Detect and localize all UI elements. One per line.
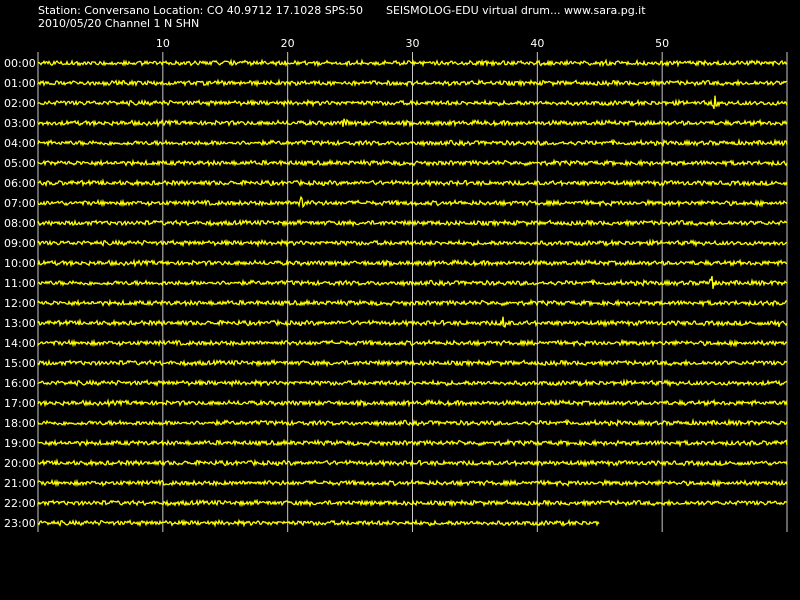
seismic-trace-line: [37, 378, 788, 388]
app-title: SEISMOLOG-EDU virtual drum... www.sara.p…: [386, 4, 646, 17]
hour-label: 22:00: [4, 497, 36, 510]
seismic-trace-line: [37, 417, 788, 428]
seismic-trace-line: [37, 338, 788, 348]
hour-label: 20:00: [4, 457, 36, 470]
seismic-trace-line: [37, 498, 788, 508]
minute-tick-label: 20: [281, 37, 295, 50]
minute-tick-label: 40: [530, 37, 544, 50]
seismic-trace-line: [37, 258, 788, 268]
hour-label: 03:00: [4, 117, 36, 130]
seismic-traces: [37, 58, 788, 528]
hour-label: 01:00: [4, 77, 36, 90]
seismic-trace-line: [37, 518, 600, 528]
date-channel-info: 2010/05/20 Channel 1 N SHN: [38, 17, 200, 30]
hour-label: 13:00: [4, 317, 36, 330]
hour-label: 04:00: [4, 137, 36, 150]
hour-label: 18:00: [4, 417, 36, 430]
minute-tick-label: 10: [156, 37, 170, 50]
hour-label: 12:00: [4, 297, 36, 310]
seismic-trace-line: [37, 95, 788, 110]
seismic-trace-line: [37, 438, 788, 448]
seismic-trace-line: [37, 178, 788, 188]
hour-label: 17:00: [4, 397, 36, 410]
seismic-trace-line: [37, 478, 788, 488]
hour-label: 05:00: [4, 157, 36, 170]
minute-tick-label: 30: [406, 37, 420, 50]
seismic-trace-line: [37, 275, 788, 289]
hour-label: 16:00: [4, 377, 36, 390]
hour-label: 14:00: [4, 337, 36, 350]
minute-tick-labels: 10 20 30 40 50: [156, 37, 669, 50]
hour-label: 23:00: [4, 517, 36, 530]
hour-label: 19:00: [4, 437, 36, 450]
seismic-trace-line: [37, 398, 788, 408]
hour-label: 00:00: [4, 57, 36, 70]
seismic-trace-line: [37, 78, 787, 88]
hour-label: 15:00: [4, 357, 36, 370]
hour-label: 09:00: [4, 237, 36, 250]
hour-label: 02:00: [4, 97, 36, 110]
axis-frame: [37, 52, 788, 532]
hour-label: 11:00: [4, 277, 36, 290]
minute-gridlines: [162, 52, 663, 532]
hour-label: 21:00: [4, 477, 36, 490]
minute-tick-label: 50: [655, 37, 669, 50]
hour-label: 08:00: [4, 217, 36, 230]
seismic-trace-line: [37, 298, 788, 308]
seismic-trace-line: [37, 118, 788, 128]
seismic-trace-line: [37, 158, 788, 168]
seismic-trace-line: [37, 238, 788, 248]
hour-labels: 00:00 01:00 02:00 03:00 04:00 05:00 06:00 07:00…: [4, 57, 36, 530]
seismic-trace-line: [37, 58, 788, 68]
seismic-trace-line: [37, 358, 788, 368]
hour-label: 06:00: [4, 177, 36, 190]
seismic-trace-line: [37, 316, 788, 328]
seismic-trace-line: [37, 218, 788, 228]
seismic-trace-line: [37, 458, 788, 468]
hour-label: 10:00: [4, 257, 36, 270]
seismic-trace-line: [37, 195, 788, 209]
hour-label: 07:00: [4, 197, 36, 210]
station-info: Station: Conversano Location: CO 40.9712…: [38, 4, 363, 17]
seismic-trace-line: [37, 137, 788, 148]
